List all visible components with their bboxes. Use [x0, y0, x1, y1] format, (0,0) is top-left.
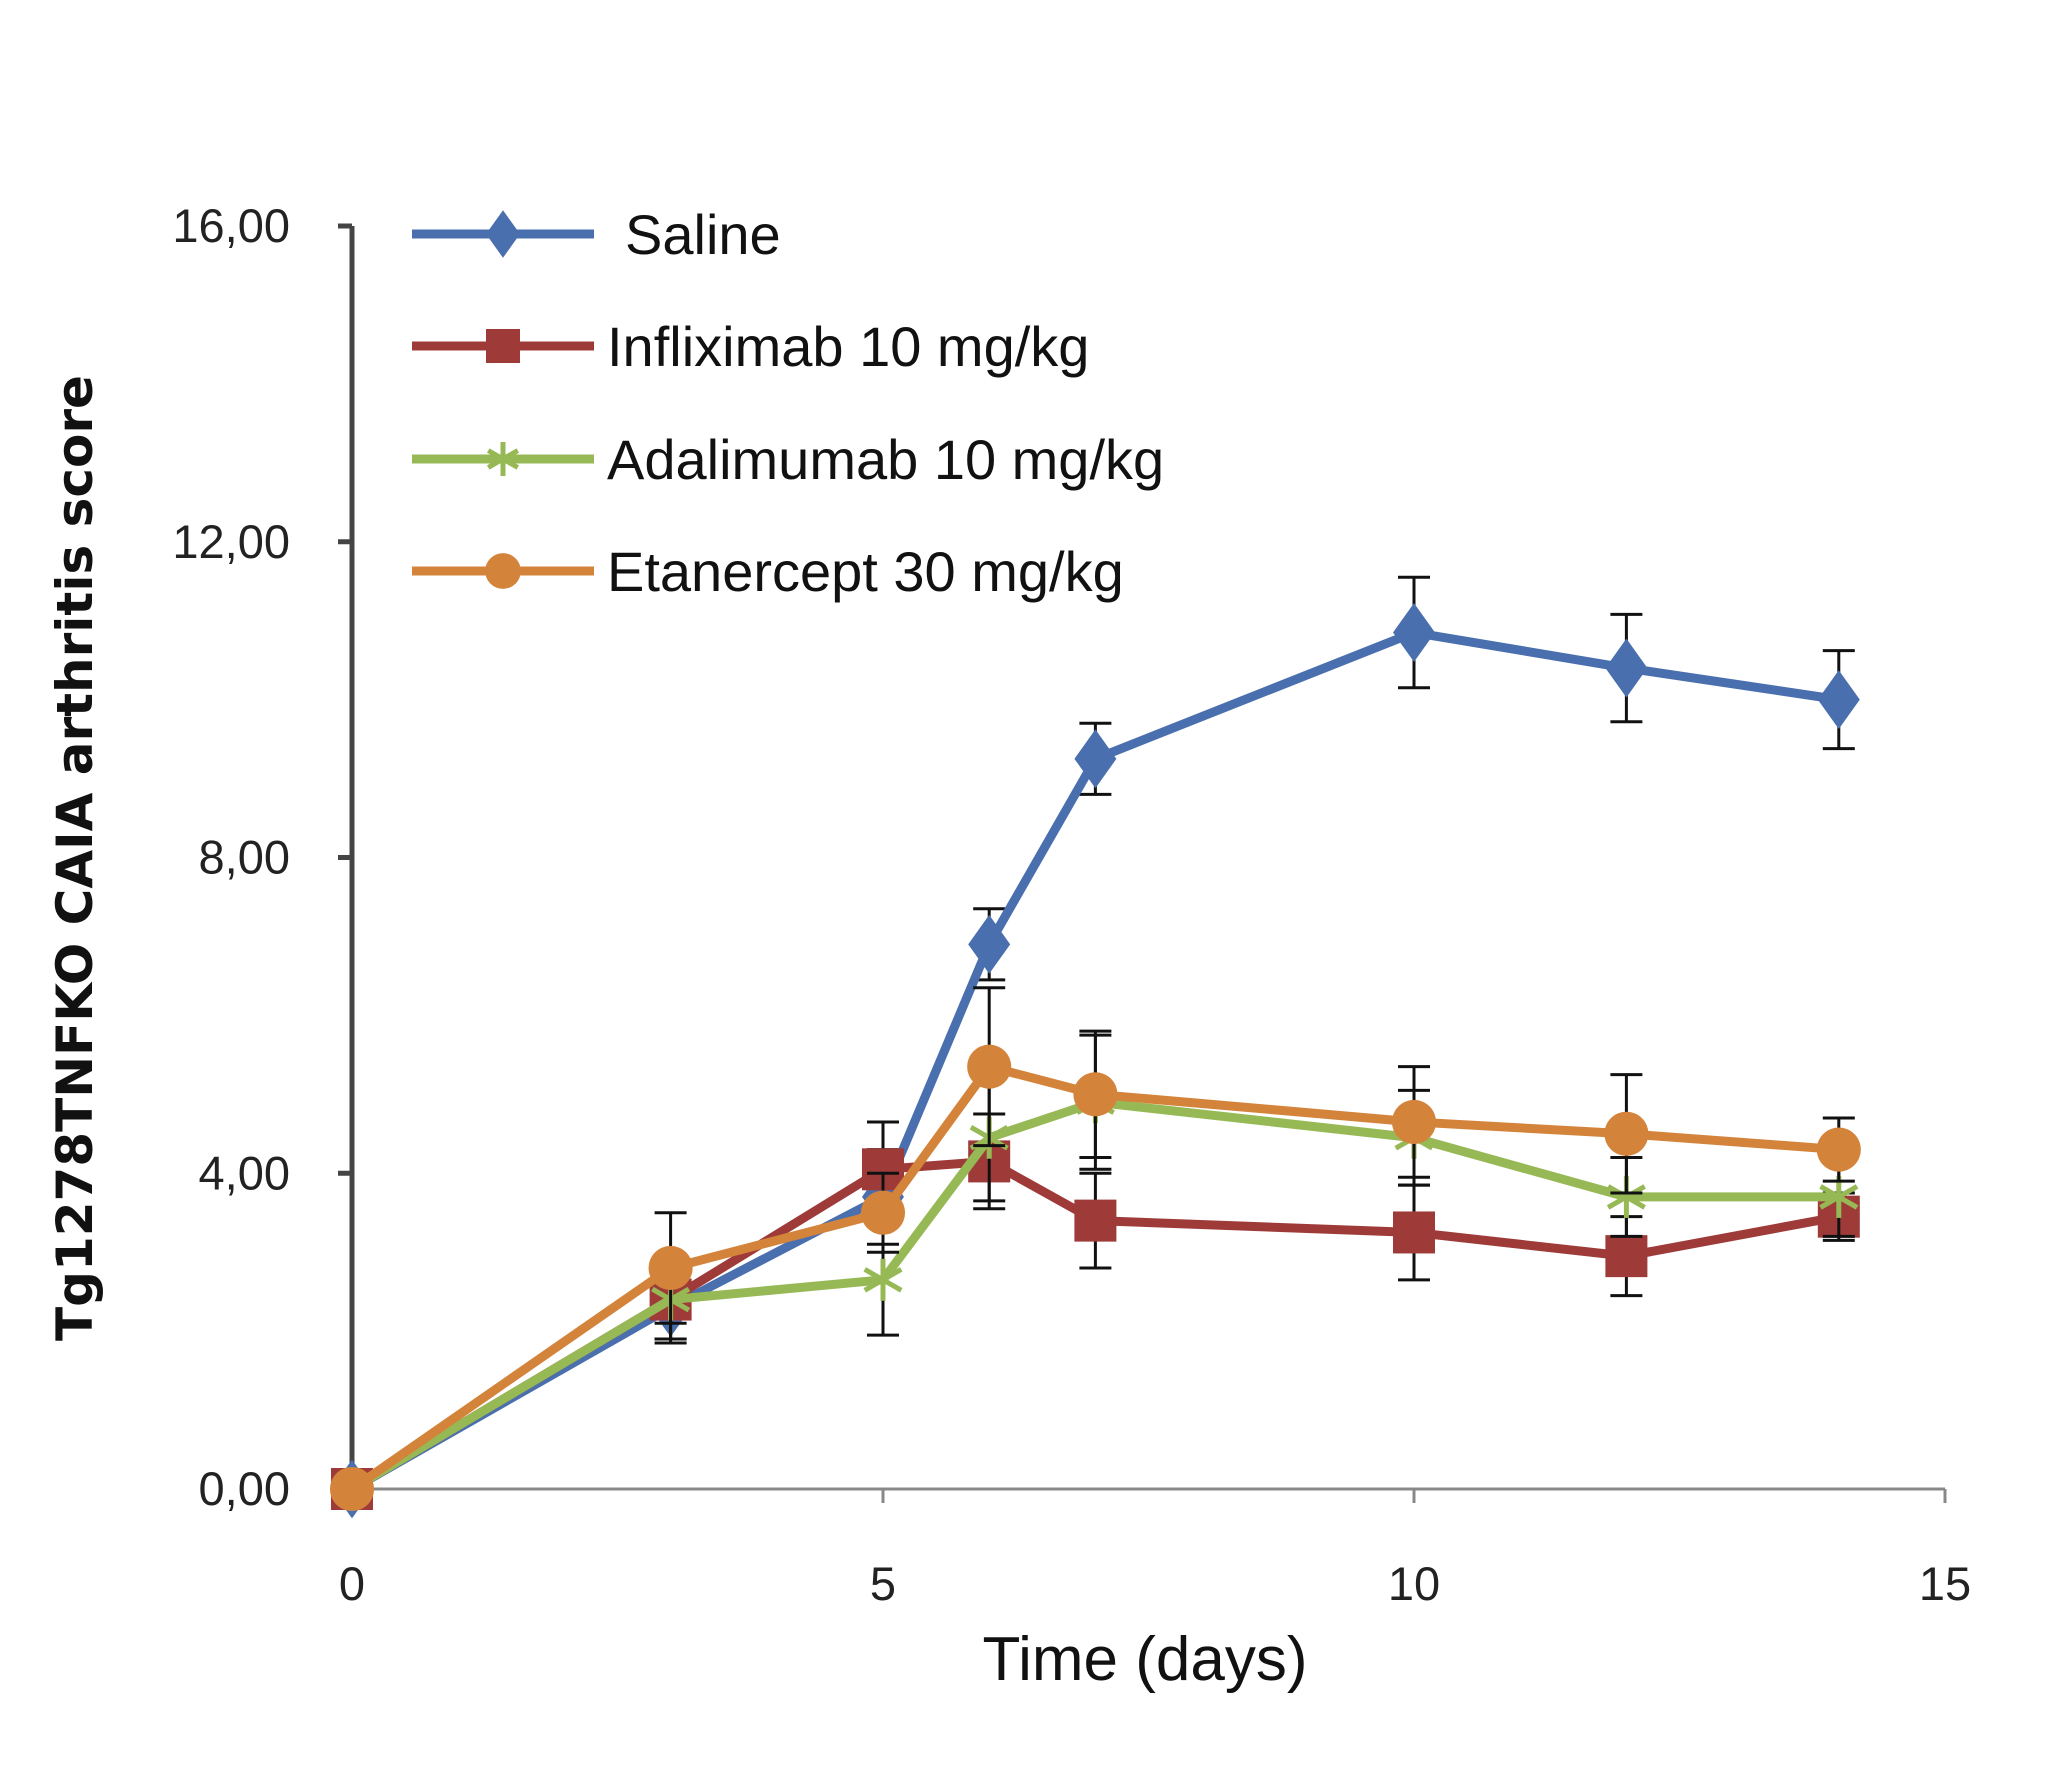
legend-item: Etanercept 30 mg/kg — [412, 540, 1124, 603]
data-point — [1816, 1127, 1861, 1172]
x-tick-label: 0 — [339, 1557, 365, 1610]
data-point — [1074, 729, 1117, 789]
data-point — [1073, 1072, 1118, 1117]
legend-item: Infliximab 10 mg/kg — [412, 315, 1089, 378]
x-tick-label: 10 — [1388, 1557, 1440, 1610]
data-point — [1393, 603, 1435, 662]
data-point — [1605, 638, 1648, 698]
data-point — [1074, 1199, 1117, 1242]
data-point — [329, 1466, 375, 1512]
x-tick-label: 5 — [870, 1557, 896, 1610]
data-point — [648, 1245, 693, 1291]
data-point — [1817, 670, 1860, 730]
data-point — [1391, 1099, 1437, 1144]
data-point — [1819, 1175, 1859, 1218]
y-tick-label: 12,00 — [172, 515, 290, 568]
y-axis-title: Tg1278TNFKO CAIA arthritis score — [46, 375, 104, 1341]
series-infliximab — [331, 1112, 1860, 1510]
data-point — [1604, 1111, 1649, 1156]
legend-item: Saline — [412, 203, 781, 266]
legend-marker — [485, 553, 521, 589]
y-tick-label: 16,00 — [172, 199, 290, 252]
legend-item: Adalimumab 10 mg/kg — [412, 428, 1164, 491]
series-line — [349, 628, 1840, 1493]
y-tick-label: 0,00 — [199, 1462, 290, 1515]
data-point — [1605, 1235, 1648, 1278]
legend-label: Etanercept 30 mg/kg — [607, 540, 1124, 603]
x-axis-title: Time (days) — [983, 1625, 1308, 1694]
y-tick-label: 4,00 — [199, 1146, 290, 1199]
legend-label: Adalimumab 10 mg/kg — [607, 428, 1164, 491]
legend: Saline Infliximab 10 mg/kg Adalimumab 10 m… — [412, 203, 1164, 603]
series-etanercept — [329, 986, 1861, 1512]
y-tick-label: 8,00 — [199, 831, 290, 884]
axes: 0 5 10 15 0,00 4,00 8,00 12,00 16,00 — [172, 199, 1971, 1610]
legend-marker — [486, 329, 520, 363]
legend-label: Saline — [625, 203, 781, 266]
data-point — [968, 914, 1011, 974]
legend-marker — [486, 442, 520, 476]
series-layer — [329, 575, 1861, 1519]
data-point — [860, 1190, 906, 1235]
data-point — [967, 1044, 1012, 1089]
series-line — [349, 1156, 1840, 1493]
x-tick-label: 15 — [1919, 1557, 1971, 1610]
legend-label: Infliximab 10 mg/kg — [607, 315, 1089, 378]
series-line — [349, 1097, 1839, 1493]
series-line — [349, 1062, 1840, 1493]
data-point — [1393, 1211, 1435, 1254]
data-point — [863, 1258, 903, 1301]
legend-marker — [486, 210, 520, 258]
